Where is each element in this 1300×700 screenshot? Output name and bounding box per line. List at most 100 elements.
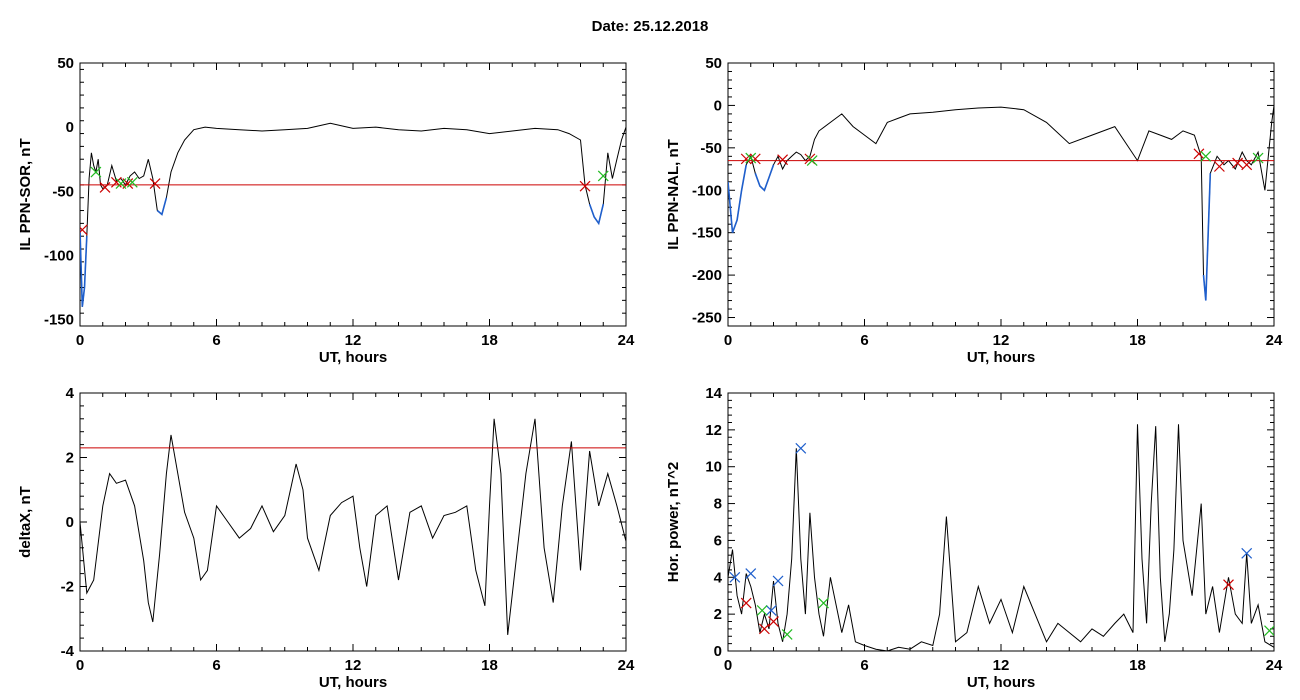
- x-tick-label: 12: [345, 657, 362, 674]
- x-tick-label: 18: [1129, 332, 1146, 349]
- marker-x: [818, 597, 829, 609]
- y-axis-label: IL PPN-SOR, nT: [17, 138, 34, 250]
- y-tick-label: 0: [714, 97, 722, 114]
- marker-x: [1213, 161, 1225, 172]
- x-tick-label: 24: [618, 332, 635, 349]
- x-tick-label: 0: [724, 657, 732, 674]
- x-axis-label: UT, hours: [967, 349, 1035, 366]
- marker-x: [777, 154, 789, 166]
- x-tick-label: 18: [481, 332, 498, 349]
- marker-x: [1241, 159, 1253, 171]
- y-axis-label: deltaX, nT: [17, 486, 34, 558]
- marker-x: [126, 176, 138, 188]
- marker-x: [745, 152, 757, 164]
- series-highlight: [754, 164, 775, 192]
- panel-ppn-sor: 0 6 12 18 24 -150 -100 -50 0 50 UT, hours IL PPN-SO…: [17, 55, 635, 366]
- marker-x: [1193, 148, 1205, 160]
- marker-x: [758, 623, 770, 635]
- y-tick-label: -2: [61, 579, 74, 596]
- marker-x: [806, 155, 818, 166]
- marker-x: [597, 170, 609, 182]
- x-tick-label: 0: [76, 332, 84, 349]
- marker-x: [740, 597, 752, 609]
- marker-x: [1232, 157, 1244, 169]
- y-tick-label: 0: [714, 643, 722, 660]
- marker-x: [90, 166, 102, 178]
- x-axis-label: UT, hours: [319, 349, 387, 366]
- y-tick-label: -4: [61, 643, 75, 660]
- series-highlight: [156, 197, 168, 216]
- x-axis-label: UT, hours: [967, 674, 1035, 691]
- marker-x: [745, 568, 757, 580]
- x-tick-label: 6: [860, 657, 868, 674]
- marker-x: [149, 178, 161, 190]
- y-axis-label: Hor. power, nT^2: [665, 462, 682, 582]
- y-tick-label: 4: [714, 569, 723, 586]
- marker-x: [1252, 152, 1264, 164]
- x-tick-label: 24: [1266, 657, 1283, 674]
- panel-ppn-nal: 0 6 12 18 24 -250 -200 -150 -100 -50 0 50 UT, hours I…: [665, 55, 1283, 366]
- x-tick-label: 24: [618, 657, 635, 674]
- x-tick-label: 18: [1129, 657, 1146, 674]
- y-tick-label: -150: [44, 312, 74, 329]
- y-tick-label: 10: [705, 459, 722, 476]
- y-tick-label: 2: [66, 450, 74, 467]
- page-title: Date: 25.12.2018: [591, 18, 709, 35]
- y-tick-label: -250: [692, 310, 722, 327]
- plot-area: [728, 424, 1274, 651]
- plot-frame: [727, 62, 1275, 327]
- marker-x: [115, 178, 127, 190]
- y-tick-label: -200: [692, 267, 722, 284]
- y-tick-label: -100: [692, 182, 722, 199]
- plot-area: [80, 418, 626, 635]
- marker-x: [795, 442, 807, 454]
- marker-x: [772, 575, 784, 587]
- y-tick-label: 14: [705, 385, 722, 402]
- y-axis-label: IL PPN-NAL, nT: [665, 139, 682, 250]
- marker-x: [749, 153, 761, 165]
- y-tick-label: -150: [692, 225, 722, 242]
- y-tick-label: 4: [66, 385, 75, 402]
- marker-x: [1223, 579, 1234, 591]
- marker-x: [729, 571, 741, 583]
- series-line: [80, 122, 626, 307]
- x-tick-label: 24: [1266, 332, 1283, 349]
- marker-x: [99, 182, 111, 193]
- marker-x: [1200, 150, 1212, 162]
- y-tick-label: -100: [44, 247, 74, 264]
- y-tick-label: 50: [705, 55, 722, 72]
- y-tick-label: 0: [66, 119, 74, 136]
- y-tick-label: 6: [714, 532, 722, 549]
- x-tick-label: 12: [993, 332, 1010, 349]
- series-line: [728, 424, 1274, 651]
- marker-x: [765, 605, 777, 616]
- y-tick-label: 12: [705, 422, 722, 439]
- y-tick-label: 2: [714, 606, 722, 623]
- marker-x: [579, 180, 591, 192]
- y-tick-label: -50: [52, 183, 74, 200]
- plot-frame: [79, 62, 627, 327]
- series-highlight: [1202, 173, 1212, 301]
- y-tick-label: 50: [57, 55, 74, 72]
- marker-x: [740, 153, 752, 165]
- plot-area: [80, 122, 626, 307]
- x-axis-label: UT, hours: [319, 674, 387, 691]
- series-line: [728, 105, 1274, 301]
- x-tick-label: 0: [724, 332, 732, 349]
- marker-x: [756, 605, 768, 616]
- x-tick-label: 12: [345, 332, 362, 349]
- marker-x: [1241, 547, 1253, 559]
- y-tick-label: 8: [714, 496, 722, 513]
- x-tick-label: 6: [212, 332, 220, 349]
- x-tick-label: 6: [212, 657, 220, 674]
- x-tick-label: 12: [993, 657, 1010, 674]
- y-tick-label: -50: [700, 140, 722, 157]
- marker-x: [1264, 625, 1274, 637]
- series-line: [80, 418, 626, 635]
- marker-x: [80, 224, 88, 236]
- marker-x: [768, 616, 779, 627]
- y-tick-label: 0: [66, 514, 74, 531]
